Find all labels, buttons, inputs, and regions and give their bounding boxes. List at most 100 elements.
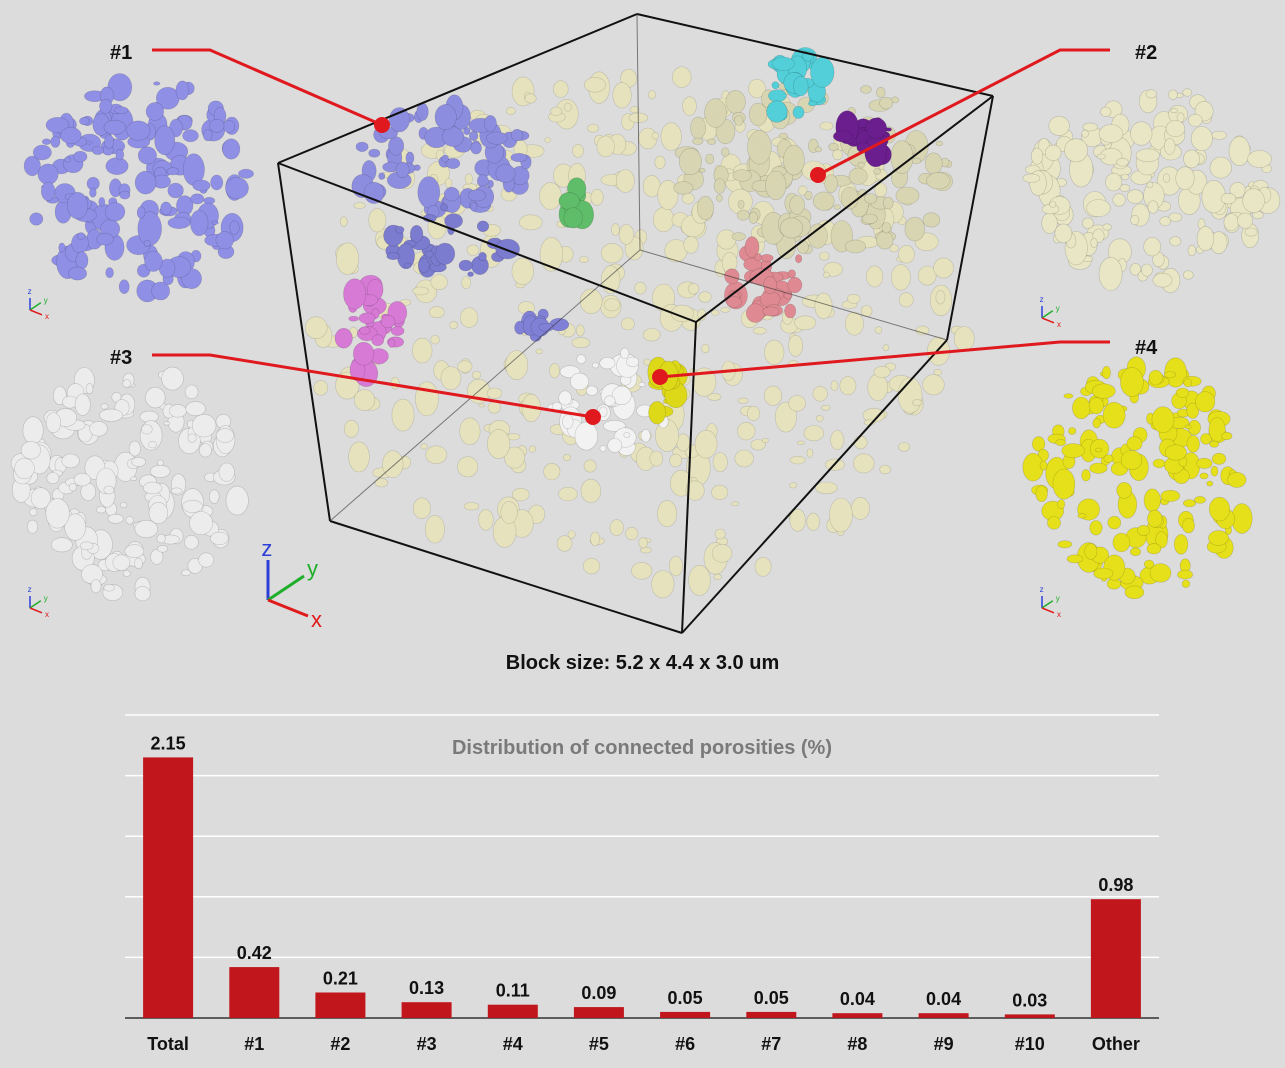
cluster-1-lower-in-block	[383, 203, 520, 278]
bar-value-label: 0.04	[926, 989, 961, 1009]
cluster-1-in-block	[351, 94, 532, 219]
axis-triad-2: xy z	[1040, 295, 1061, 329]
extracted-cluster-1-render	[23, 73, 254, 303]
y-axis-label: y	[44, 594, 48, 603]
callout-dot-1	[374, 117, 390, 133]
callout-label-3: #3	[110, 347, 133, 369]
callout-label-4: #4	[1135, 337, 1158, 359]
extracted-cluster-4-render	[1022, 356, 1253, 600]
chart-gridlines	[125, 714, 1159, 959]
x-tick-label: #2	[330, 1034, 350, 1054]
block-size-caption: Block size: 5.2 x 4.4 x 3.0 um	[505, 652, 780, 674]
x-tick-label: Other	[1092, 1034, 1140, 1054]
extracted-cluster-3-render	[10, 366, 249, 602]
x-axis-arrow	[1041, 607, 1055, 614]
callout-dot-4	[652, 369, 668, 385]
magenta-cluster	[334, 274, 408, 387]
extracted-cluster-2-render	[1022, 88, 1281, 293]
x-tick-label: #7	[761, 1034, 781, 1054]
bar-value-label: 0.09	[581, 983, 616, 1003]
y-axis-label: y	[1056, 304, 1060, 313]
bar-chart-panel: Distribution of connected porosities (%)…	[125, 700, 1175, 1064]
chart-bars: 2.15 Total 0.42 #1 0.21 #2 0.13 #3 0.11 #4 0.09 #5 0…	[143, 733, 1141, 1054]
z-axis-label: z	[28, 287, 32, 296]
small-blue-cluster	[514, 308, 570, 342]
callout-label-2: #2	[1135, 42, 1158, 64]
callout-label-1: #1	[110, 42, 133, 64]
bar-#7	[746, 1011, 797, 1018]
x-tick-label: #4	[503, 1034, 523, 1054]
bar-#10	[1004, 1014, 1055, 1018]
x-axis-label: x	[1057, 320, 1061, 329]
main-axis-triad: x y z	[261, 536, 322, 632]
chart-title: Distribution of connected porosities (%)	[452, 737, 832, 759]
block-hidden-edges	[329, 13, 948, 522]
x-axis-label: x	[45, 610, 49, 619]
axis-triad-3: xy z	[28, 585, 49, 619]
callout-line-4	[659, 340, 1110, 379]
y-axis-arrow	[267, 574, 305, 602]
callout-dot-3	[585, 409, 601, 425]
bar-value-label: 0.03	[1012, 990, 1047, 1010]
x-axis-arrow	[1041, 317, 1055, 324]
bar-#9	[918, 1013, 969, 1018]
axis-triad-4: xy z	[1040, 585, 1061, 619]
bar-value-label: 0.05	[668, 988, 703, 1008]
bar-chart: Distribution of connected porosities (%)…	[125, 714, 1159, 1054]
green-cluster	[558, 177, 594, 230]
x-axis-label: x	[45, 312, 49, 321]
x-axis-label: x	[1057, 610, 1061, 619]
x-tick-label: Total	[147, 1034, 189, 1054]
y-axis-arrow	[29, 600, 42, 609]
z-axis-label: z	[1040, 585, 1044, 594]
bar-value-label: 0.05	[754, 988, 789, 1008]
bar-value-label: 0.42	[237, 943, 272, 963]
callout-line-1	[152, 48, 383, 127]
cluster-3-in-block	[547, 347, 669, 456]
bar-#1	[229, 967, 280, 1018]
y-axis-label: y	[307, 556, 318, 581]
z-axis-label: z	[28, 585, 32, 594]
bar-value-label: 0.13	[409, 978, 444, 998]
z-axis-label: z	[261, 536, 272, 561]
pore-cluster-2-in-block	[673, 81, 953, 260]
y-axis-label: y	[1056, 594, 1060, 603]
y-axis-arrow	[1041, 600, 1054, 609]
bar-value-label: 2.15	[151, 733, 186, 753]
pink-cluster	[724, 236, 803, 323]
axis-triad-1: xy z	[28, 287, 49, 321]
bar-#2	[315, 992, 366, 1018]
bar-#8	[832, 1013, 883, 1018]
bar-Total	[143, 757, 194, 1018]
bar-#4	[487, 1004, 538, 1018]
x-tick-label: #10	[1015, 1034, 1045, 1054]
cyan-cluster	[766, 47, 835, 123]
y-axis-arrow	[29, 302, 42, 311]
y-axis-arrow	[1041, 310, 1054, 319]
bar-value-label: 0.04	[840, 989, 875, 1009]
callout-dot-2	[810, 167, 826, 183]
callout-line-3	[152, 353, 594, 419]
x-axis-label: x	[311, 607, 322, 632]
x-tick-label: #3	[417, 1034, 437, 1054]
bar-#3	[401, 1002, 452, 1018]
x-axis-arrow	[267, 598, 309, 618]
x-tick-label: #9	[934, 1034, 954, 1054]
bar-value-label: 0.98	[1098, 875, 1133, 895]
x-tick-label: #1	[244, 1034, 264, 1054]
x-tick-label: #8	[847, 1034, 867, 1054]
bar-value-label: 0.21	[323, 969, 358, 989]
callout-line-2	[817, 48, 1110, 177]
bar-#6	[660, 1011, 711, 1018]
y-axis-label: y	[44, 296, 48, 305]
bar-value-label: 0.11	[496, 981, 530, 1001]
x-axis-arrow	[29, 309, 43, 316]
x-tick-label: #6	[675, 1034, 695, 1054]
z-axis-label: z	[1040, 295, 1044, 304]
x-axis-arrow	[29, 607, 43, 614]
bar-Other	[1090, 899, 1141, 1018]
x-tick-label: #5	[589, 1034, 609, 1054]
bar-#5	[573, 1007, 624, 1018]
